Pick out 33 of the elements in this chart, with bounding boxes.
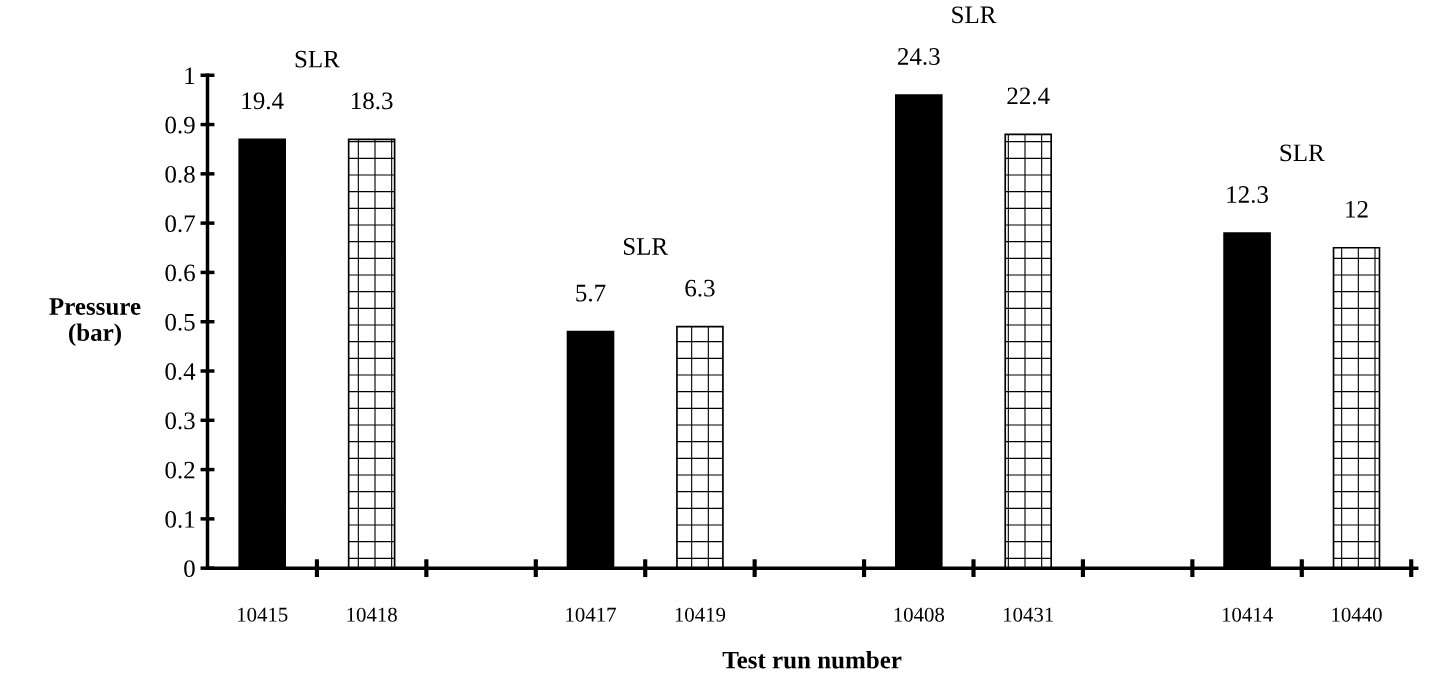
annotation: 12.3 [1227, 186, 1268, 204]
x-tick-label: 10418 [347, 607, 397, 622]
x-tick-label: 10417 [566, 607, 616, 622]
y-tick-label: 0 [184, 560, 195, 578]
x-axis-title: Test run number [722, 650, 902, 669]
text: SLR [295, 50, 340, 68]
x-tick-label: 10414 [1222, 607, 1273, 622]
y-tick-label: 1 [185, 67, 195, 84]
y-tick-label: 0.5 [165, 313, 195, 331]
y-axis-title: Pressure (bar) [49, 298, 141, 347]
x-tick-label: 10419 [675, 607, 726, 622]
annotation: 19.4 [242, 92, 284, 110]
annotation: 22.4 [1007, 87, 1050, 105]
x-tick-label: 10440 [1332, 607, 1382, 622]
x-tick-label: 10408 [894, 607, 945, 622]
y-tick-label: 0.6 [165, 264, 195, 282]
text: 24.3 [898, 48, 940, 66]
annotation: 6.3 [685, 279, 715, 297]
y-tick-label: 0.9 [165, 116, 195, 134]
y-tick-label: 0.8 [165, 165, 195, 183]
x-tick-label: 10415 [238, 607, 288, 622]
y-tick-label: 0.1 [165, 510, 195, 528]
y-tick-label: 0.7 [165, 215, 195, 233]
annotation: SLR [623, 238, 669, 255]
y-tick-label: 0.3 [165, 412, 195, 430]
annotation: 5.7 [576, 284, 606, 302]
text: SLR [952, 6, 997, 24]
y-tick-label: 0.4 [165, 363, 196, 381]
y-tick-label: 0.2 [165, 461, 195, 479]
annotation: 18.3 [351, 92, 393, 110]
x-tick-label: 10431 [1004, 607, 1054, 622]
annotation: 12 [1346, 200, 1368, 218]
annotation: SLR [1280, 144, 1325, 162]
